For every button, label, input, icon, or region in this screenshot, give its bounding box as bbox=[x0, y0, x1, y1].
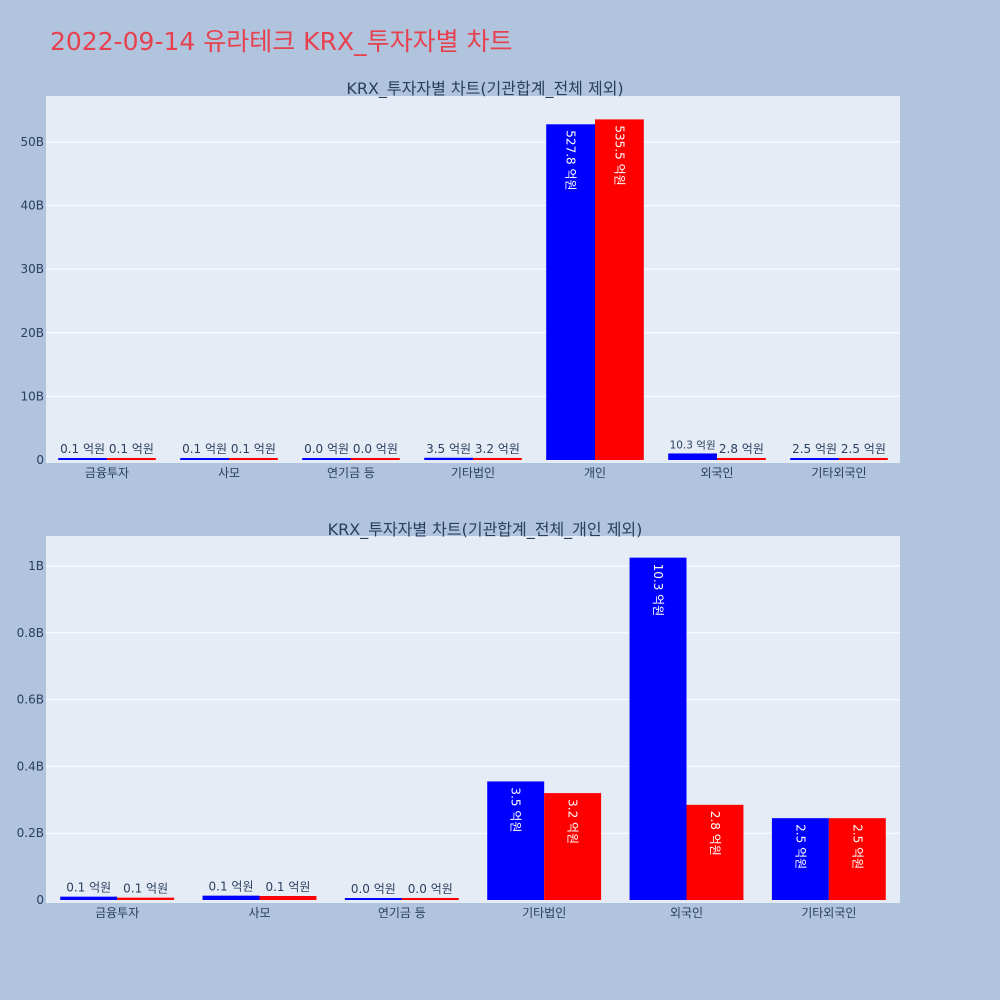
bar-buy bbox=[487, 781, 545, 900]
data-label: 3.2 억원 bbox=[475, 442, 520, 456]
data-label: 2.5 억원 bbox=[792, 442, 837, 456]
x-tick-label: 기타법인 bbox=[522, 906, 566, 920]
y-tick-label: 0.4B bbox=[17, 759, 44, 773]
x-tick-label: 외국인 bbox=[670, 906, 703, 920]
data-label: 2.5 억원 bbox=[793, 824, 807, 869]
bar-sell bbox=[717, 458, 766, 460]
data-label: 2.8 억원 bbox=[719, 442, 764, 456]
bar-sell bbox=[401, 898, 459, 900]
chart-title-2: KRX_투자자별 차트(기관합계_전체_개인 제외) bbox=[328, 520, 643, 540]
bar-sell bbox=[473, 457, 522, 460]
x-tick-label: 금융투자 bbox=[85, 466, 129, 480]
bar-buy bbox=[302, 458, 351, 460]
y-tick-label: 20B bbox=[20, 326, 44, 340]
bar-sell bbox=[595, 119, 644, 460]
x-tick-label: 사모 bbox=[248, 906, 270, 920]
bar-buy bbox=[424, 457, 473, 460]
data-label: 0.1 억원 bbox=[231, 442, 276, 456]
x-tick-label: 기타외국인 bbox=[811, 466, 866, 480]
data-label: 527.8 억원 bbox=[564, 130, 578, 190]
data-label: 0.1 억원 bbox=[209, 880, 254, 894]
x-tick-label: 개인 bbox=[584, 466, 606, 480]
bar-buy bbox=[629, 557, 687, 900]
y-tick-label: 0 bbox=[36, 453, 44, 467]
data-label: 2.5 억원 bbox=[841, 442, 886, 456]
bar-buy bbox=[180, 458, 229, 460]
data-label: 0.1 억원 bbox=[182, 442, 227, 456]
y-tick-label: 0.6B bbox=[17, 693, 44, 707]
x-tick-label: 금융투자 bbox=[95, 906, 139, 920]
bar-buy bbox=[668, 453, 717, 460]
x-tick-label: 연기금 등 bbox=[378, 906, 426, 920]
data-label: 535.5 억원 bbox=[612, 125, 626, 185]
bar-sell bbox=[686, 804, 744, 900]
page-title: 2022-09-14 유라테크 KRX_투자자별 차트 bbox=[50, 27, 513, 56]
data-label: 0.1 억원 bbox=[66, 881, 111, 895]
x-tick-label: 기타법인 bbox=[451, 466, 495, 480]
x-tick-label: 외국인 bbox=[700, 466, 733, 480]
bar-sell bbox=[544, 793, 602, 900]
plot-background-2 bbox=[46, 536, 900, 903]
bar-buy bbox=[790, 458, 839, 460]
y-tick-label: 40B bbox=[20, 199, 44, 213]
y-tick-label: 0 bbox=[36, 893, 44, 907]
x-tick-label: 사모 bbox=[218, 466, 240, 480]
data-label: 0.0 억원 bbox=[351, 882, 396, 896]
data-label: 0.1 억원 bbox=[109, 442, 154, 456]
data-label: 2.8 억원 bbox=[708, 811, 722, 856]
data-label: 3.5 억원 bbox=[426, 442, 471, 456]
bar-buy bbox=[546, 124, 595, 461]
bar-sell bbox=[107, 458, 156, 460]
bar-buy bbox=[58, 458, 107, 460]
y-tick-label: 50B bbox=[20, 135, 44, 149]
x-tick-label: 기타외국인 bbox=[801, 906, 856, 920]
chart-title-1: KRX_투자자별 차트(기관합계_전체 제외) bbox=[346, 79, 623, 99]
y-tick-label: 0.8B bbox=[17, 626, 44, 640]
data-label: 0.0 억원 bbox=[408, 882, 453, 896]
bar-sell bbox=[259, 895, 317, 900]
y-tick-label: 1B bbox=[28, 559, 44, 573]
data-label: 3.2 억원 bbox=[566, 799, 580, 844]
data-label: 0.0 억원 bbox=[304, 442, 349, 456]
data-label: 0.1 억원 bbox=[60, 442, 105, 456]
bar-sell bbox=[229, 458, 278, 460]
data-label: 10.3 억원 bbox=[651, 564, 665, 617]
data-label: 3.5 억원 bbox=[509, 787, 523, 832]
x-tick-label: 연기금 등 bbox=[327, 466, 375, 480]
plot-background-1 bbox=[46, 96, 900, 463]
bar-buy bbox=[771, 818, 829, 900]
bar-buy bbox=[60, 896, 118, 900]
data-label: 0.1 억원 bbox=[265, 880, 310, 894]
bar-sell bbox=[828, 818, 886, 900]
data-label: 0.0 억원 bbox=[353, 442, 398, 456]
bar-sell bbox=[351, 458, 400, 460]
y-tick-label: 10B bbox=[20, 389, 44, 403]
bar-buy bbox=[202, 895, 260, 900]
y-tick-label: 30B bbox=[20, 262, 44, 276]
bar-sell bbox=[117, 897, 175, 900]
y-tick-label: 0.2B bbox=[17, 826, 44, 840]
data-label: 10.3 억원 bbox=[670, 439, 716, 451]
bar-buy bbox=[344, 898, 402, 900]
data-label: 0.1 억원 bbox=[123, 882, 168, 896]
data-label: 2.5 억원 bbox=[850, 824, 864, 869]
bar-sell bbox=[839, 458, 888, 460]
